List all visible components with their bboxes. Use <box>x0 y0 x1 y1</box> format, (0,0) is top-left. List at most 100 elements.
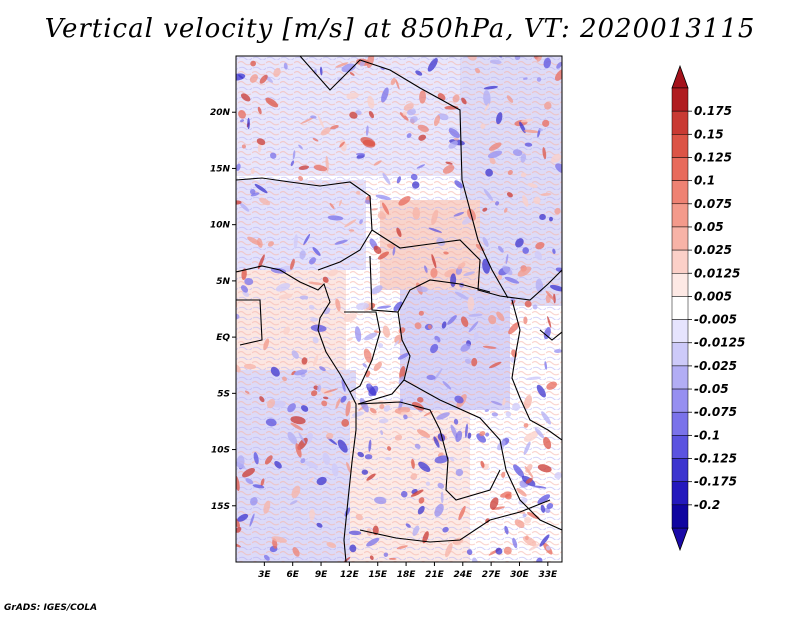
field-cell <box>287 431 298 445</box>
field-cell <box>513 464 525 478</box>
field-cell <box>309 508 315 521</box>
colorbar-label: 0.05 <box>694 220 724 234</box>
field-cell <box>357 451 365 458</box>
field-cell <box>267 241 274 247</box>
field-cell <box>455 430 463 443</box>
field-cell <box>547 316 552 328</box>
field-cell <box>427 58 438 72</box>
field-cell <box>538 128 543 132</box>
field-cell <box>402 111 407 116</box>
field-cell <box>393 340 400 347</box>
field-cell <box>329 202 335 210</box>
field-cell <box>447 315 457 325</box>
field-cell <box>536 557 543 562</box>
field-cell <box>242 290 250 297</box>
field-cell <box>319 66 323 76</box>
field-cell <box>291 370 296 376</box>
field-cell <box>298 165 310 170</box>
field-cell <box>450 424 458 439</box>
field-cell <box>540 192 552 196</box>
field-cell <box>367 95 375 109</box>
field-cell <box>520 153 527 163</box>
field-cell <box>536 384 546 398</box>
field-cell <box>349 111 358 119</box>
field-cell <box>335 398 341 409</box>
field-cell <box>297 437 308 451</box>
field-cell <box>460 343 471 352</box>
field-cell <box>383 552 389 557</box>
field-cell <box>371 208 378 211</box>
field-cell <box>292 546 300 557</box>
colorbar-swatch <box>671 273 689 297</box>
field-cell <box>349 72 355 76</box>
field-cell <box>434 455 449 464</box>
colorbar-swatch <box>671 226 689 251</box>
field-cell <box>323 396 329 400</box>
field-cell <box>291 350 299 359</box>
field-cell <box>483 188 494 201</box>
colorbar-label: 0.025 <box>694 243 732 257</box>
field-cell <box>506 95 514 103</box>
field-cell <box>532 304 538 310</box>
field-cell <box>247 117 250 130</box>
field-cell <box>555 267 562 273</box>
field-cell <box>321 400 328 407</box>
field-cell <box>434 503 444 517</box>
field-cell <box>319 366 326 372</box>
colorbar-label: 0.075 <box>694 197 732 211</box>
field-cell <box>448 140 458 149</box>
field-cell <box>343 313 357 323</box>
field-cell <box>359 397 369 413</box>
field-cell <box>492 324 500 332</box>
field-cell <box>483 90 491 106</box>
field-cell <box>366 537 380 547</box>
field-cell <box>290 258 295 270</box>
field-cell <box>346 92 359 100</box>
lon-tick-label: 3E <box>258 570 271 580</box>
field-cell <box>504 525 509 535</box>
field-cell <box>309 257 317 265</box>
field-cell <box>339 141 345 148</box>
field-cell <box>256 138 266 146</box>
field-cell <box>454 395 464 404</box>
colorbar-label: 0.175 <box>694 104 732 118</box>
colorbar-label: 0.1 <box>694 174 715 188</box>
field-cell <box>283 326 291 335</box>
field-cell <box>338 199 342 207</box>
field-cell <box>236 526 242 533</box>
field-cell <box>310 115 317 119</box>
field-cell <box>373 361 382 372</box>
field-cell <box>452 94 460 103</box>
field-cell <box>524 516 532 524</box>
field-cell <box>518 497 528 505</box>
field-cell <box>405 523 411 528</box>
field-cell <box>536 77 542 82</box>
field-cell <box>407 109 417 116</box>
field-cell <box>502 397 506 406</box>
field-cell <box>300 117 315 124</box>
field-cell <box>278 293 293 300</box>
field-cell <box>313 164 328 172</box>
field-cell <box>364 454 373 460</box>
field-cell <box>542 119 550 128</box>
field-cell <box>532 485 547 489</box>
field-cell <box>375 194 391 201</box>
field-cell <box>433 368 443 381</box>
field-cell <box>341 418 350 427</box>
field-cell <box>312 336 319 344</box>
lon-tick-label: 33E <box>538 570 558 580</box>
field-cell <box>535 241 545 250</box>
field-cell <box>383 405 391 412</box>
field-cell <box>483 85 498 90</box>
field-cell <box>416 286 428 292</box>
field-cell <box>490 400 503 406</box>
field-cell <box>348 229 355 232</box>
field-cell <box>489 59 502 65</box>
field-cell <box>373 245 382 254</box>
field-cell <box>495 547 503 555</box>
field-cell <box>524 142 533 147</box>
field-cell <box>522 195 529 207</box>
colorbar-label: -0.0125 <box>694 336 745 350</box>
field-cell <box>373 330 380 334</box>
field-cell <box>479 431 486 437</box>
